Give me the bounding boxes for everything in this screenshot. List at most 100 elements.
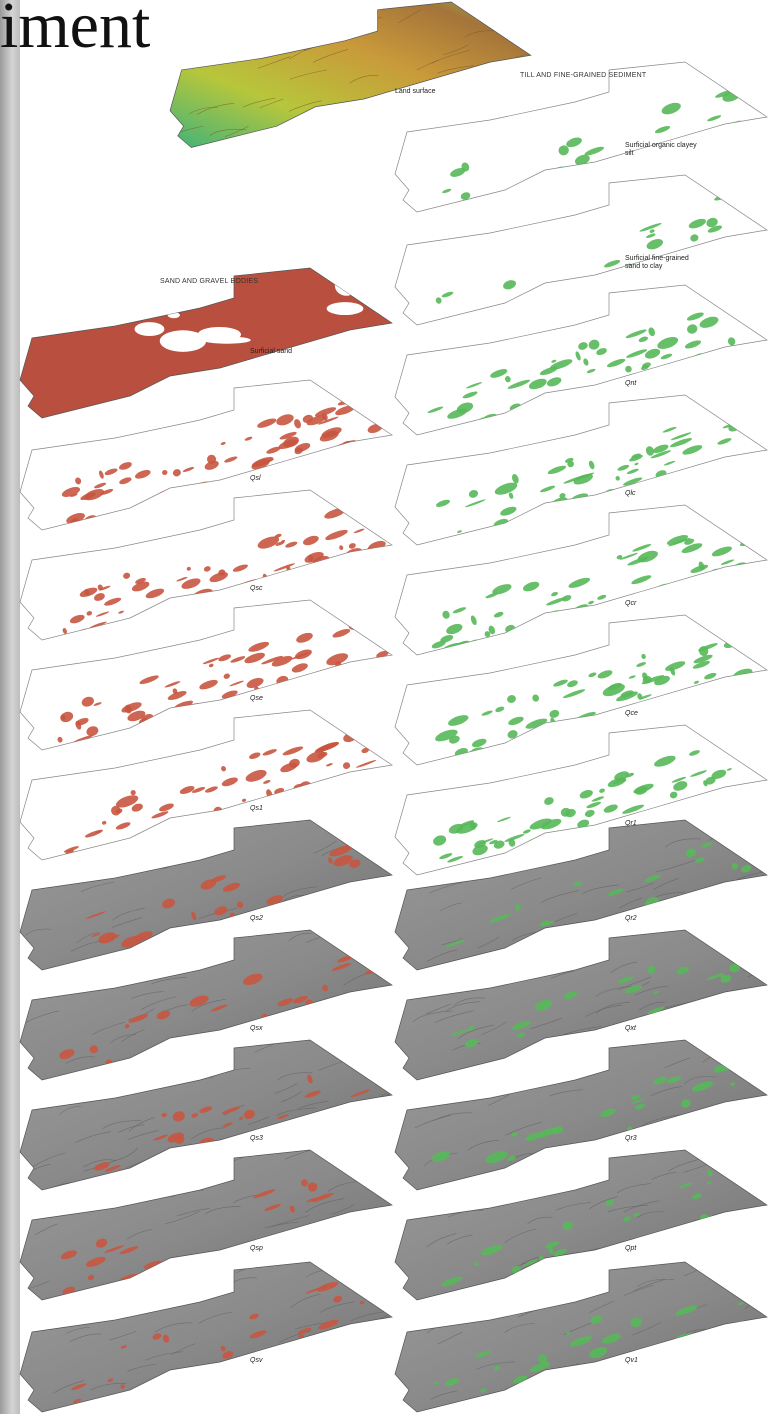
unit-patch xyxy=(590,826,598,835)
unit-patch xyxy=(275,1359,284,1367)
relief-line xyxy=(174,31,205,39)
unit-patch xyxy=(693,479,699,484)
relief-line xyxy=(702,1012,739,1020)
unit-patch xyxy=(671,1232,692,1242)
relief-line xyxy=(87,855,119,868)
unit-patch xyxy=(372,391,379,397)
relief-line xyxy=(397,1205,437,1217)
relief-line xyxy=(726,1163,756,1170)
unit-patch xyxy=(179,1161,200,1174)
unit-patch xyxy=(517,193,535,207)
unit-patch xyxy=(552,405,559,410)
unit-patch xyxy=(359,446,382,458)
unit-patch xyxy=(141,1175,153,1185)
unit-patch xyxy=(434,657,443,665)
relief-line xyxy=(261,910,294,917)
relief-line xyxy=(498,0,530,10)
unit-patch xyxy=(377,942,383,948)
relief-line xyxy=(425,1093,451,1105)
unit-patch xyxy=(447,773,457,780)
relief-line xyxy=(199,1038,228,1045)
unit-patch xyxy=(126,747,133,753)
relief-line xyxy=(558,1147,594,1161)
unit-patch xyxy=(529,955,540,966)
relief-line xyxy=(677,1340,710,1351)
unit-patch xyxy=(205,1052,224,1061)
unit-patch xyxy=(751,1164,769,1175)
unit-patch xyxy=(72,635,85,646)
unit-patch xyxy=(717,1342,724,1349)
relief-line xyxy=(155,838,193,848)
relief-line xyxy=(349,1255,371,1262)
relief-line xyxy=(659,1245,689,1256)
unit-patch xyxy=(434,776,447,787)
relief-line xyxy=(331,16,361,26)
relief-line xyxy=(319,1134,349,1144)
unit-patch xyxy=(577,722,593,730)
unit-patch xyxy=(372,769,395,785)
unit-patch xyxy=(187,1163,210,1177)
unit-patch xyxy=(498,1182,514,1191)
unit-patch xyxy=(241,1025,249,1030)
relief-line xyxy=(536,1170,566,1182)
relief-line xyxy=(360,1062,392,1073)
unit-patch xyxy=(698,582,714,592)
unit-patch xyxy=(709,1335,716,1345)
unit-patch xyxy=(191,1044,209,1058)
unit-patch xyxy=(442,540,454,552)
relief-line xyxy=(322,923,359,933)
relief-line xyxy=(530,1152,562,1162)
unit-patch xyxy=(466,431,474,437)
relief-line xyxy=(160,1182,181,1190)
relief-line xyxy=(638,1028,670,1039)
unit-patch xyxy=(174,724,192,737)
unit-patch xyxy=(530,1381,547,1392)
unit-patch xyxy=(734,890,751,900)
unit-patch xyxy=(757,89,764,98)
relief-line xyxy=(616,1386,639,1398)
unit-patch xyxy=(736,456,754,469)
unit-patch xyxy=(711,1224,728,1235)
relief-line xyxy=(321,919,350,926)
unit-patch xyxy=(61,752,83,765)
unit-patch xyxy=(729,803,744,813)
unit-patch xyxy=(739,305,762,321)
unit-patch xyxy=(560,725,578,737)
relief-line xyxy=(557,1255,591,1262)
unit-patch xyxy=(689,697,698,706)
unit-patch xyxy=(231,595,253,607)
unit-patch xyxy=(185,1272,199,1280)
relief-line xyxy=(752,955,775,964)
unit-patch xyxy=(558,726,569,738)
unit-patch xyxy=(355,609,377,620)
relief-line xyxy=(560,1288,596,1299)
unit-patch xyxy=(481,541,501,553)
panel-label: Qs3 xyxy=(250,1135,263,1143)
unit-patch xyxy=(752,244,766,252)
unit-patch xyxy=(757,430,770,441)
unit-patch xyxy=(370,885,376,890)
relief-line xyxy=(499,1390,520,1401)
unit-patch xyxy=(186,603,199,613)
unit-patch xyxy=(127,630,151,645)
relief-line xyxy=(198,1384,232,1394)
unit-patch xyxy=(144,610,157,616)
relief-line xyxy=(763,881,775,889)
unit-patch xyxy=(530,527,544,538)
unit-patch xyxy=(53,642,77,657)
unit-patch xyxy=(70,1078,81,1084)
unit-patch xyxy=(297,1241,321,1254)
unit-patch xyxy=(368,404,391,414)
unit-patch xyxy=(103,862,112,872)
unit-patch xyxy=(721,470,734,483)
unit-patch xyxy=(101,1304,113,1315)
relief-line xyxy=(671,901,705,908)
unit-patch xyxy=(205,1258,223,1270)
relief-line xyxy=(358,1122,391,1135)
relief-line xyxy=(301,1230,327,1239)
unit-patch xyxy=(723,946,734,953)
gap-patch xyxy=(168,312,180,318)
unit-patch xyxy=(739,682,763,694)
unit-patch xyxy=(210,1157,225,1166)
unit-patch xyxy=(196,719,211,731)
